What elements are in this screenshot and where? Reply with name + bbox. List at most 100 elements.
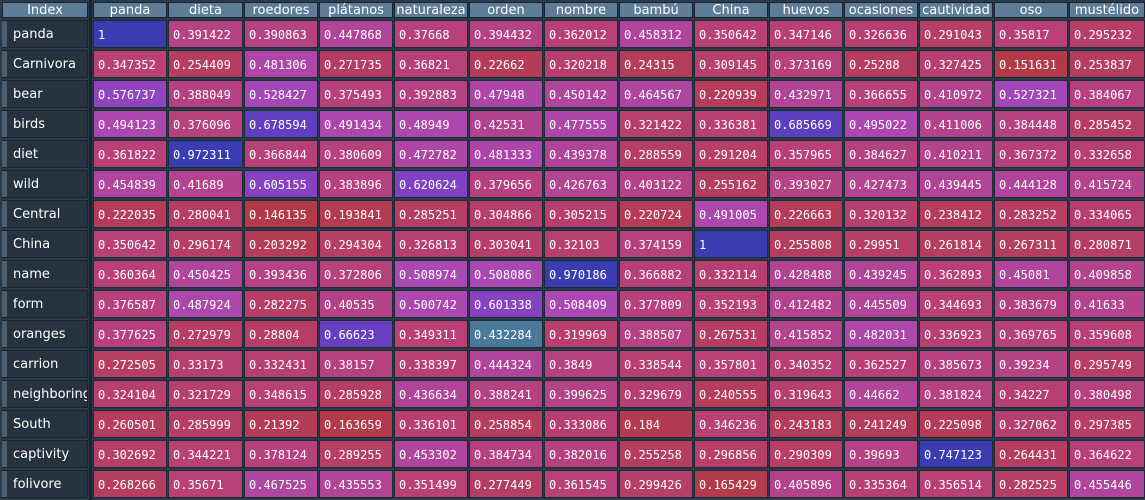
- table-cell[interactable]: 0.285251: [394, 200, 468, 228]
- table-cell[interactable]: 0.326813: [394, 230, 468, 258]
- table-cell[interactable]: 0.303041: [469, 230, 543, 258]
- index-header[interactable]: Index: [2, 2, 88, 18]
- table-cell[interactable]: 0.268266: [93, 470, 167, 498]
- column-header[interactable]: oso: [994, 2, 1068, 18]
- table-cell[interactable]: 0.444128: [994, 170, 1068, 198]
- table-cell[interactable]: 0.326636: [844, 20, 918, 48]
- table-cell[interactable]: 0.47948: [469, 80, 543, 108]
- table-cell[interactable]: 0.500742: [394, 290, 468, 318]
- table-cell[interactable]: 0.972311: [168, 140, 243, 168]
- table-cell[interactable]: 0.388241: [469, 380, 543, 408]
- table-cell[interactable]: 0.226663: [769, 200, 843, 228]
- table-cell[interactable]: 0.410211: [919, 140, 993, 168]
- table-cell[interactable]: 0.367372: [994, 140, 1068, 168]
- table-cell[interactable]: 0.393436: [244, 260, 318, 288]
- table-cell[interactable]: 0.351499: [394, 470, 468, 498]
- table-cell[interactable]: 0.477555: [544, 110, 618, 138]
- table-cell[interactable]: 0.35671: [168, 470, 243, 498]
- table-cell[interactable]: 0.361822: [93, 140, 167, 168]
- table-cell[interactable]: 0.380498: [1069, 380, 1145, 408]
- table-cell[interactable]: 0.335364: [844, 470, 918, 498]
- table-cell[interactable]: 0.327425: [919, 50, 993, 78]
- table-cell[interactable]: 0.336381: [694, 110, 768, 138]
- table-cell[interactable]: 0.403122: [619, 170, 693, 198]
- table-cell[interactable]: 0.285928: [319, 380, 393, 408]
- table-cell[interactable]: 0.432971: [769, 80, 843, 108]
- table-cell[interactable]: 0.21392: [244, 410, 318, 438]
- row-header[interactable]: oranges: [2, 320, 88, 348]
- row-header[interactable]: form: [2, 290, 88, 318]
- table-cell[interactable]: 0.37668: [394, 20, 468, 48]
- table-cell[interactable]: 0.38157: [319, 350, 393, 378]
- table-cell[interactable]: 0.576737: [93, 80, 167, 108]
- table-cell[interactable]: 0.39234: [994, 350, 1068, 378]
- table-cell[interactable]: 0.528427: [244, 80, 318, 108]
- table-cell[interactable]: 0.453302: [394, 440, 468, 468]
- table-cell[interactable]: 0.494123: [93, 110, 167, 138]
- table-cell[interactable]: 0.327062: [994, 410, 1068, 438]
- table-cell[interactable]: 0.324104: [93, 380, 167, 408]
- table-cell[interactable]: 0.377625: [93, 320, 167, 348]
- table-cell[interactable]: 0.320218: [544, 50, 618, 78]
- table-cell[interactable]: 0.450142: [544, 80, 618, 108]
- table-cell[interactable]: 0.472782: [394, 140, 468, 168]
- row-header[interactable]: Carnivora: [2, 50, 88, 78]
- table-cell[interactable]: 0.362012: [544, 20, 618, 48]
- table-cell[interactable]: 0.447868: [319, 20, 393, 48]
- table-cell[interactable]: 0.357801: [694, 350, 768, 378]
- table-cell[interactable]: 0.481333: [469, 140, 543, 168]
- column-header[interactable]: nombre: [544, 2, 618, 18]
- table-cell[interactable]: 0.366882: [619, 260, 693, 288]
- table-cell[interactable]: 0.364622: [1069, 440, 1145, 468]
- table-cell[interactable]: 0.347352: [93, 50, 167, 78]
- table-cell[interactable]: 0.267531: [694, 320, 768, 348]
- table-cell[interactable]: 0.255258: [619, 440, 693, 468]
- table-cell[interactable]: 0.280041: [168, 200, 243, 228]
- table-cell[interactable]: 0.385673: [919, 350, 993, 378]
- column-header[interactable]: orden: [469, 2, 543, 18]
- table-cell[interactable]: 0.319969: [544, 320, 618, 348]
- table-cell[interactable]: 0.3849: [544, 350, 618, 378]
- table-cell[interactable]: 0.344221: [168, 440, 243, 468]
- table-cell[interactable]: 0.280871: [1069, 230, 1145, 258]
- table-cell[interactable]: 0.184: [619, 410, 693, 438]
- table-cell[interactable]: 0.394432: [469, 20, 543, 48]
- table-cell[interactable]: 0.383896: [319, 170, 393, 198]
- row-header[interactable]: South: [2, 410, 88, 438]
- table-cell[interactable]: 0.439245: [844, 260, 918, 288]
- table-cell[interactable]: 0.272979: [168, 320, 243, 348]
- row-header[interactable]: neighboring: [2, 380, 88, 408]
- table-cell[interactable]: 0.349311: [394, 320, 468, 348]
- table-cell[interactable]: 0.605155: [244, 170, 318, 198]
- table-cell[interactable]: 0.747123: [919, 440, 993, 468]
- table-cell[interactable]: 0.415724: [1069, 170, 1145, 198]
- table-cell[interactable]: 0.66623: [319, 320, 393, 348]
- table-cell[interactable]: 0.340352: [769, 350, 843, 378]
- table-cell[interactable]: 0.374159: [619, 230, 693, 258]
- table-cell[interactable]: 0.320132: [844, 200, 918, 228]
- table-cell[interactable]: 0.366844: [244, 140, 318, 168]
- table-cell[interactable]: 0.35817: [994, 20, 1068, 48]
- table-cell[interactable]: 0.346236: [694, 410, 768, 438]
- table-cell[interactable]: 0.426763: [544, 170, 618, 198]
- table-cell[interactable]: 0.360364: [93, 260, 167, 288]
- table-cell[interactable]: 0.399625: [544, 380, 618, 408]
- row-header[interactable]: panda: [2, 20, 88, 48]
- table-cell[interactable]: 0.336923: [919, 320, 993, 348]
- table-cell[interactable]: 0.282525: [994, 470, 1068, 498]
- table-cell[interactable]: 0.285452: [1069, 110, 1145, 138]
- table-cell[interactable]: 1: [93, 20, 167, 48]
- table-cell[interactable]: 0.620624: [394, 170, 468, 198]
- table-cell[interactable]: 0.321422: [619, 110, 693, 138]
- table-cell[interactable]: 0.508974: [394, 260, 468, 288]
- row-header[interactable]: carrion: [2, 350, 88, 378]
- table-cell[interactable]: 0.34227: [994, 380, 1068, 408]
- table-cell[interactable]: 0.445509: [844, 290, 918, 318]
- table-cell[interactable]: 0.464567: [619, 80, 693, 108]
- table-cell[interactable]: 0.388507: [619, 320, 693, 348]
- table-cell[interactable]: 0.285999: [168, 410, 243, 438]
- table-cell[interactable]: 0.267311: [994, 230, 1068, 258]
- table-cell[interactable]: 0.391422: [168, 20, 243, 48]
- table-cell[interactable]: 0.376587: [93, 290, 167, 318]
- table-cell[interactable]: 0.436634: [394, 380, 468, 408]
